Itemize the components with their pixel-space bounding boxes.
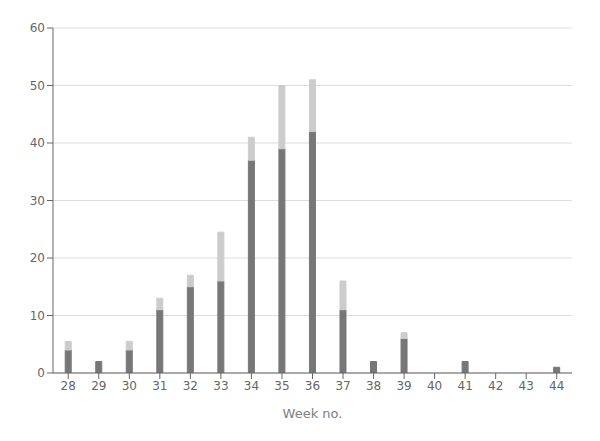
svg-text:34: 34 <box>244 379 259 393</box>
svg-text:30: 30 <box>30 194 45 208</box>
svg-text:42: 42 <box>488 379 503 393</box>
svg-text:32: 32 <box>183 379 198 393</box>
svg-text:40: 40 <box>427 379 442 393</box>
svg-text:50: 50 <box>30 79 45 93</box>
svg-text:Week no.: Week no. <box>283 406 343 421</box>
svg-text:60: 60 <box>30 21 45 35</box>
svg-text:37: 37 <box>335 379 350 393</box>
svg-text:20: 20 <box>30 251 45 265</box>
svg-text:36: 36 <box>305 379 320 393</box>
svg-text:40: 40 <box>30 136 45 150</box>
svg-text:33: 33 <box>213 379 228 393</box>
svg-text:39: 39 <box>396 379 411 393</box>
svg-text:38: 38 <box>366 379 381 393</box>
svg-text:43: 43 <box>519 379 534 393</box>
svg-text:29: 29 <box>91 379 106 393</box>
svg-text:10: 10 <box>30 309 45 323</box>
svg-text:0: 0 <box>37 366 45 380</box>
svg-text:30: 30 <box>122 379 137 393</box>
svg-text:41: 41 <box>458 379 473 393</box>
svg-text:44: 44 <box>549 379 564 393</box>
svg-text:28: 28 <box>61 379 76 393</box>
svg-text:31: 31 <box>152 379 167 393</box>
svg-text:35: 35 <box>274 379 289 393</box>
